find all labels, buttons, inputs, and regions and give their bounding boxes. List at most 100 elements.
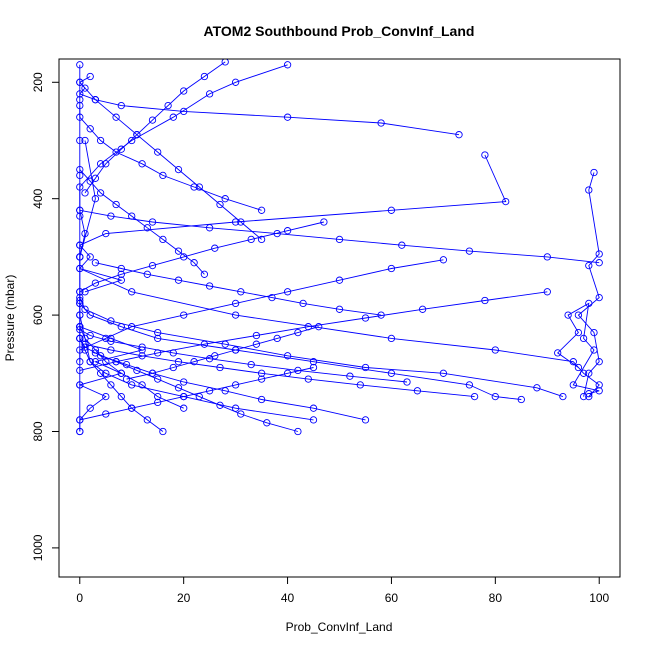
data-point [164, 101, 172, 110]
data-point [294, 366, 302, 375]
data-point [96, 160, 105, 168]
data-point [387, 264, 396, 273]
series-line [79, 329, 408, 383]
y-axis-label: Pressure (mbar) [3, 275, 17, 362]
data-point [231, 78, 240, 86]
data-point [559, 392, 567, 401]
data-point [200, 72, 209, 81]
x-tick-label: 80 [489, 591, 503, 605]
data-point [595, 250, 603, 258]
data-point [96, 189, 105, 197]
data-point [294, 427, 302, 436]
data-point [283, 113, 292, 121]
data-point [273, 334, 281, 343]
data-point [81, 305, 89, 313]
data-point [283, 288, 292, 296]
data-point [283, 227, 292, 235]
data-point [96, 369, 105, 377]
data-point [590, 328, 598, 337]
series-28 [76, 61, 84, 436]
data-point [190, 358, 198, 366]
data-point [112, 358, 120, 366]
series-24 [81, 340, 479, 401]
series-line [79, 367, 314, 421]
x-axis: 0 20 40 60 80 100 [76, 576, 610, 605]
data-point [216, 200, 224, 209]
data-point [107, 317, 115, 325]
data-point [361, 314, 370, 322]
data-point [574, 311, 583, 319]
data-point [81, 189, 89, 197]
data-point [154, 349, 162, 357]
series-26 [76, 165, 209, 278]
data-point [231, 381, 240, 389]
data-point [491, 346, 499, 354]
data-point [180, 392, 188, 401]
x-axis-label: Prob_ConvInf_Land [286, 620, 393, 634]
data-point [335, 235, 344, 244]
data-point [86, 253, 94, 261]
data-point [81, 136, 89, 145]
data-point [143, 416, 151, 424]
data-point [174, 358, 183, 366]
data-point [237, 410, 245, 418]
data-point [154, 392, 162, 401]
data-point [533, 384, 541, 392]
data-point [138, 160, 146, 168]
data-point [154, 328, 162, 337]
data-point [91, 279, 100, 287]
data-point [159, 171, 167, 180]
data-point [128, 288, 136, 296]
data-point [387, 369, 396, 377]
data-point [86, 72, 94, 81]
series-line [79, 297, 564, 398]
data-point [574, 328, 583, 337]
data-point [595, 358, 603, 366]
series-line [79, 169, 205, 275]
data-point [418, 305, 427, 313]
data-point [76, 212, 84, 220]
data-point [81, 340, 89, 348]
data-point [502, 197, 510, 206]
data-point [86, 125, 94, 133]
data-point [216, 363, 224, 372]
data-point [211, 352, 219, 360]
data-point [590, 346, 598, 354]
data-point [455, 131, 463, 139]
data-point [595, 293, 603, 302]
data-point [148, 369, 157, 377]
data-point [122, 375, 131, 383]
series-line [95, 352, 299, 432]
data-point [81, 229, 89, 238]
data-point [413, 387, 422, 395]
data-point [102, 160, 110, 168]
data-point [138, 381, 146, 389]
data-point [590, 168, 598, 177]
data-point [377, 119, 385, 127]
data-point [148, 261, 157, 270]
data-point [107, 381, 115, 389]
data-point [294, 328, 302, 337]
data-point [107, 346, 115, 354]
data-point [180, 378, 188, 386]
data-point [117, 392, 125, 401]
data-point [117, 369, 125, 377]
data-point [221, 195, 229, 203]
data-point [102, 410, 110, 418]
data-point [91, 96, 100, 104]
data-point [117, 101, 125, 110]
series-line [79, 259, 444, 362]
data-point [76, 253, 84, 261]
data-point [304, 375, 312, 383]
data-point [91, 358, 100, 366]
series-line [79, 140, 314, 421]
data-point [439, 369, 448, 377]
data-point [315, 323, 323, 331]
data-point [237, 288, 245, 296]
y-tick-label: 1000 [31, 534, 45, 561]
data-point [309, 416, 318, 424]
series-20 [554, 299, 603, 398]
data-point [128, 404, 136, 412]
